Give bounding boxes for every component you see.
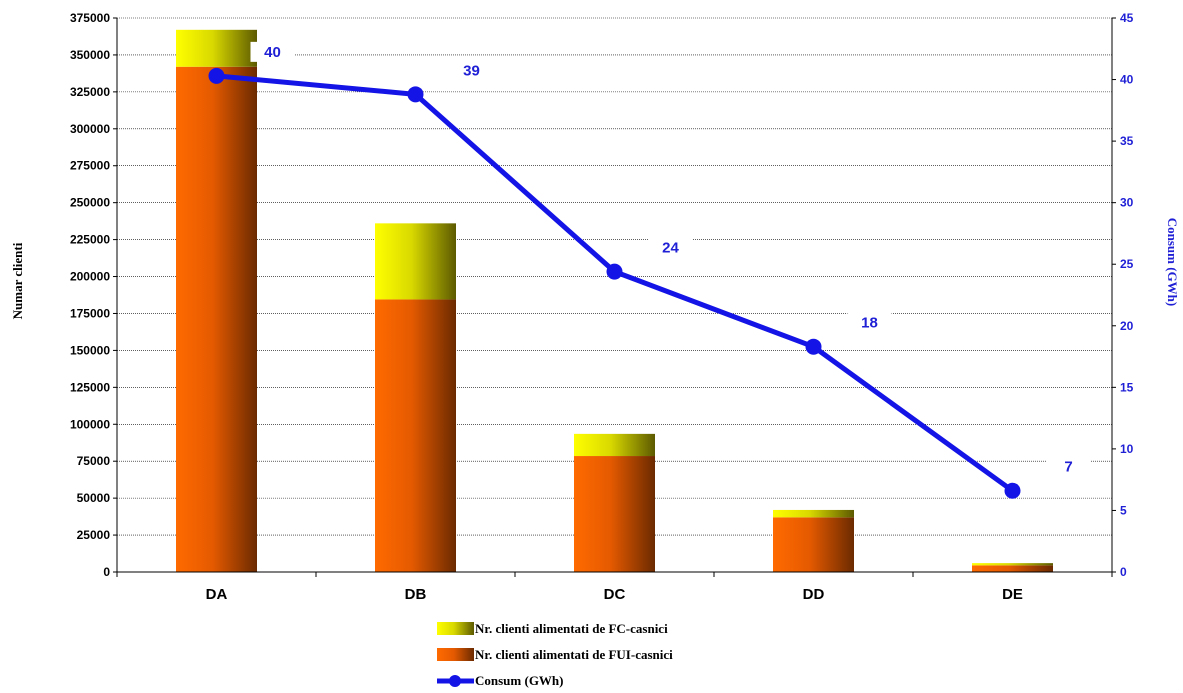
consum-point-de [1004,482,1021,499]
data-label: 40 [264,44,281,61]
consum-point-da [208,67,225,84]
y2-axis-title: Consum (GWh) [1165,218,1180,307]
y-tick-label: 325000 [70,85,110,99]
x-tick-label: DA [206,586,228,603]
y2-tick-label: 15 [1120,380,1134,394]
bar-fui-de [972,565,1053,572]
y-tick-label: 375000 [70,11,110,25]
bar-fui-dd [773,517,854,572]
y-tick-label: 250000 [70,196,110,210]
y-tick-label: 200000 [70,270,110,284]
y-axis-title: Numar clienti [10,242,25,319]
y-tick-label: 175000 [70,306,110,320]
consum-series-line [216,73,1014,493]
legend-swatch-0 [437,622,474,635]
y2-tick-label: 20 [1120,319,1134,333]
y-tick-label: 300000 [70,122,110,136]
legend-label: Consum (GWh) [475,673,564,688]
axes: 0 25000 50000 75000 100000 125000 150000 175000… [70,11,1134,603]
y-tick-label: 100000 [70,417,110,431]
bar-fc-dc [574,433,655,457]
data-label-bg [648,237,693,258]
y-tick-label: 275000 [70,159,110,173]
y2-tick-label: 45 [1120,11,1134,25]
y-tick-label: 0 [103,565,110,579]
y-tick-label: 125000 [70,380,110,394]
bar-fui-db [375,299,456,572]
legend: Nr. clienti alimentati de FC-casnici Nr. … [437,621,673,688]
consum-line [208,67,1021,499]
y2-tick-label: 10 [1120,442,1134,456]
data-label-bg [847,312,892,333]
data-labels: 40 39 24 18 7 [250,41,1091,477]
data-label-bg [449,60,494,81]
legend-label: Nr. clienti alimentati de FC-casnici [475,621,668,636]
bar-fc-db [375,223,456,300]
data-label: 18 [861,315,878,332]
y2-tick-label: 40 [1120,73,1134,87]
y2-tick-label: 5 [1120,503,1127,517]
legend-swatch-1 [437,648,474,661]
y2-tick-label: 30 [1120,196,1134,210]
bar-fc-dd [773,509,854,518]
y2-tick-label: 0 [1120,565,1127,579]
consum-point-db [407,86,424,103]
bar-fc-da [176,29,257,67]
data-label: 24 [662,240,679,257]
bar-fui-da [176,66,257,572]
bar-fui-dc [574,456,655,572]
data-label: 39 [463,62,480,79]
x-tick-label: DE [1002,586,1023,603]
x-tick-label: DD [803,586,825,603]
x-tick-label: DB [405,586,427,603]
y-tick-label: 50000 [77,491,111,505]
data-label-bg [1046,456,1091,477]
y2-tick-label: 25 [1120,257,1134,271]
legend-swatch-marker [449,675,461,687]
x-tick-label: DC [604,586,626,603]
bars [176,29,1053,572]
consum-point-dd [805,338,822,355]
legend-label: Nr. clienti alimentati de FUI-casnici [475,647,673,662]
y-tick-label: 350000 [70,48,110,62]
bar-fc-de [972,563,1053,566]
y-tick-label: 75000 [77,454,111,468]
y2-tick-label: 35 [1120,134,1134,148]
consum-point-dc [606,263,623,280]
y-tick-label: 225000 [70,233,110,247]
y-tick-label: 150000 [70,343,110,357]
data-label-bg [250,41,295,62]
y-tick-label: 25000 [77,528,111,542]
data-label: 7 [1064,459,1072,476]
